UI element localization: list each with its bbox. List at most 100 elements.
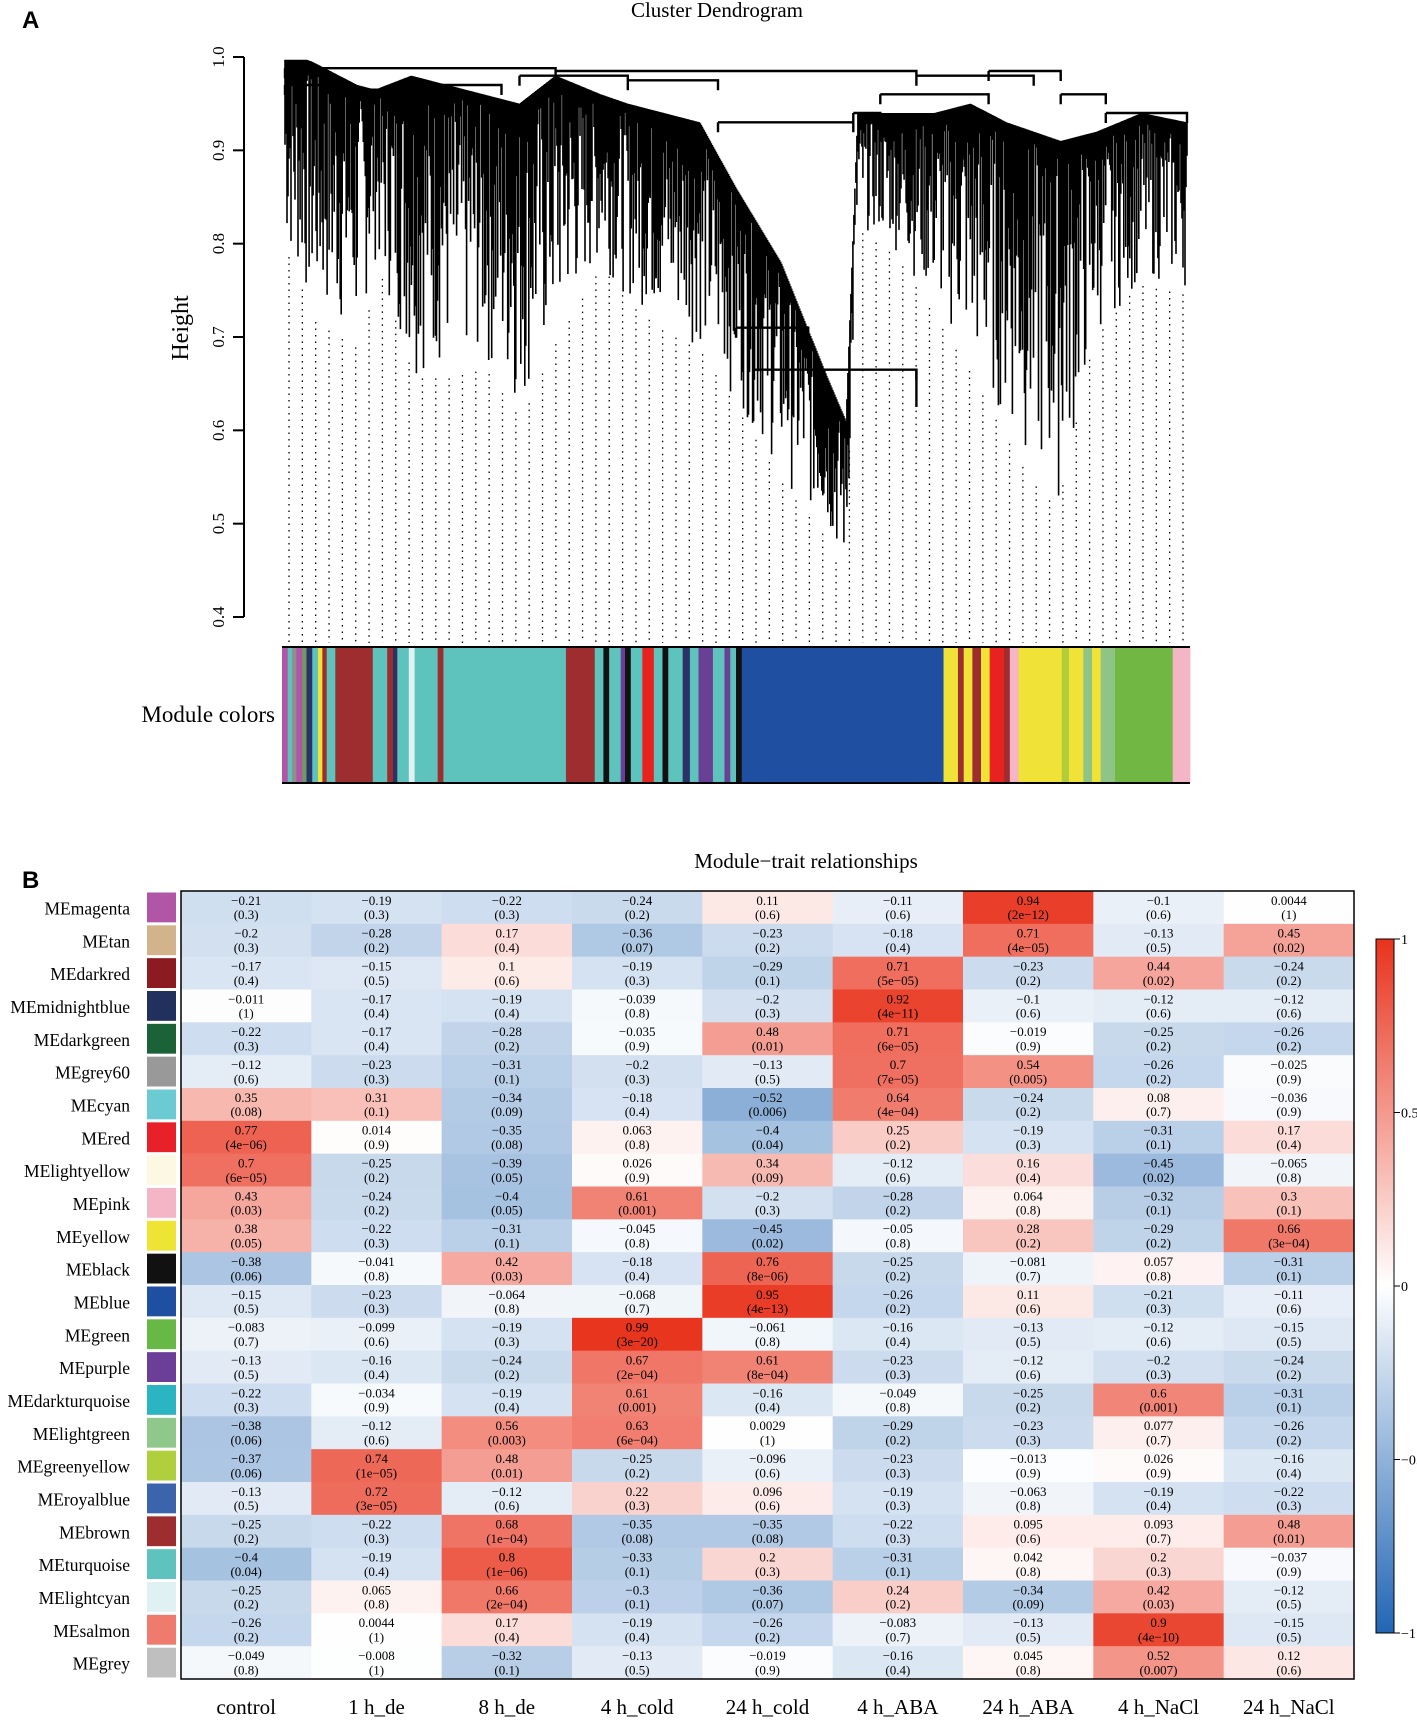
heatmap-cell-value: −0.32 (492, 1648, 522, 1663)
heatmap-cell-pvalue: (0.2) (234, 1597, 259, 1612)
heatmap-cell-value: −0.29 (1143, 1221, 1173, 1236)
heatmap-cell-pvalue: (0.6) (494, 973, 519, 988)
heatmap-cell-value: 0.92 (886, 991, 909, 1006)
module-color-band (335, 647, 374, 783)
heatmap-cell-pvalue: (0.6) (1016, 1531, 1041, 1546)
module-color-band (1004, 647, 1011, 783)
heatmap-cell-pvalue: (0.8) (885, 1400, 910, 1415)
heatmap-cell (311, 1613, 443, 1647)
heatmap-cell (572, 1055, 703, 1089)
heatmap-cell (441, 1646, 573, 1680)
heatmap-cell-value: −0.1 (1016, 991, 1040, 1006)
heatmap-cell-value: −0.24 (1274, 958, 1305, 973)
heatmap-cell (1223, 1219, 1355, 1253)
heatmap-cell-pvalue: (0.3) (755, 1203, 780, 1218)
module-color-band (1018, 647, 1063, 783)
heatmap-cell-pvalue: (0.6) (885, 1170, 910, 1185)
heatmap-cell-value: −0.15 (1274, 1320, 1304, 1335)
heatmap-cell-value: −0.18 (622, 1254, 652, 1269)
heatmap-cell (702, 1252, 834, 1286)
heatmap-module-swatch (147, 1253, 176, 1284)
heatmap-cell (1223, 1285, 1355, 1319)
heatmap-cell (1093, 1219, 1225, 1253)
heatmap-row-label: MEyellow (56, 1227, 130, 1247)
heatmap-cell (441, 1055, 573, 1089)
heatmap-cell-pvalue: (0.02) (1143, 973, 1174, 988)
heatmap-cell (572, 1186, 703, 1220)
heatmap-cell-value: 0.61 (756, 1352, 779, 1367)
heatmap-cell (963, 891, 1094, 925)
heatmap-cell-pvalue: (0.6) (364, 1433, 389, 1448)
heatmap-cell-value: −0.12 (1274, 991, 1304, 1006)
heatmap-cell-value: 0.48 (495, 1451, 518, 1466)
heatmap-cell (181, 1416, 312, 1450)
heatmap-cell-pvalue: (0.07) (621, 940, 652, 955)
heatmap-cell-value: 0.63 (626, 1418, 649, 1433)
heatmap-cell-value: 0.66 (1277, 1221, 1300, 1236)
heatmap-row-label: MElightgreen (33, 1424, 130, 1444)
heatmap-cell-value: 0.28 (1017, 1221, 1040, 1236)
heatmap-row-label: MEgrey60 (55, 1063, 130, 1083)
heatmap-cell-pvalue: (0.6) (1016, 1367, 1041, 1382)
heatmap-cell (963, 1646, 1094, 1680)
heatmap-cell-value: −0.31 (492, 1057, 522, 1072)
heatmap-row-label: MEdarkred (50, 964, 130, 984)
heatmap-cell-pvalue: (0.2) (364, 1203, 389, 1218)
heatmap-cell-value: 0.08 (1147, 1090, 1170, 1105)
heatmap-cell-pvalue: (0.8) (494, 1301, 519, 1316)
heatmap-cell-value: −0.23 (361, 1057, 391, 1072)
heatmap-cell (963, 1088, 1094, 1122)
heatmap-cell-value: 0.42 (1147, 1582, 1170, 1597)
heatmap-cell (1093, 1514, 1225, 1549)
heatmap-module-swatch (147, 1352, 176, 1382)
module-color-band (625, 647, 632, 783)
module-color-band (287, 647, 293, 783)
heatmap-cell (311, 1285, 443, 1319)
heatmap-cell-pvalue: (0.3) (364, 1531, 389, 1546)
heatmap-module-swatch (147, 1319, 176, 1350)
heatmap-cell-value: −0.28 (492, 1024, 522, 1039)
heatmap-cell-value: −0.045 (619, 1221, 656, 1236)
heatmap-cell-pvalue: (0.9) (625, 1170, 650, 1185)
heatmap-cell-value: 0.24 (886, 1582, 909, 1597)
heatmap-cell-value: 0.065 (362, 1582, 391, 1597)
heatmap-cell-value: −0.025 (1271, 1057, 1308, 1072)
heatmap-cell-pvalue: (0.8) (625, 1236, 650, 1251)
heatmap-cell (311, 1449, 443, 1483)
heatmap-cell-value: −0.13 (1013, 1615, 1043, 1630)
heatmap-cell-value: −0.041 (358, 1254, 395, 1269)
heatmap-cell-pvalue: (0.5) (1016, 1630, 1041, 1645)
heatmap-column-label: 1 h_de (348, 1695, 405, 1719)
heatmap-cell (832, 1088, 964, 1122)
heatmap-cell-value: −0.2 (756, 1188, 780, 1203)
heatmap-cell-pvalue: (0.4) (885, 1334, 910, 1349)
heatmap-cell-value: −0.11 (883, 893, 913, 908)
heatmap-cell-value: 0.17 (495, 1615, 518, 1630)
heatmap-cell (181, 1022, 312, 1056)
heatmap-cell-value: −0.19 (883, 1484, 913, 1499)
heatmap-cell (1093, 1547, 1225, 1581)
heatmap-cell (181, 1350, 312, 1384)
module-color-band (397, 647, 410, 783)
colorbar-tick-label: −0.5 (1401, 1454, 1417, 1469)
heatmap-cell (1223, 923, 1355, 958)
heatmap-cell-value: −0.065 (1271, 1155, 1308, 1170)
heatmap-cell-value: −0.2 (756, 991, 780, 1006)
heatmap-cell (832, 1580, 964, 1614)
heatmap-cell-pvalue: (0.8) (364, 1597, 389, 1612)
heatmap-cell (1223, 891, 1355, 925)
heatmap-cell-pvalue: (0.005) (1009, 1071, 1047, 1086)
heatmap-module-swatch (147, 1385, 176, 1415)
panel-b-label: B (22, 867, 39, 894)
heatmap-cell-pvalue: (0.7) (885, 1630, 910, 1645)
heatmap-cell-value: 0.94 (1017, 893, 1040, 908)
heatmap-cell-pvalue: (0.4) (755, 1400, 780, 1415)
heatmap-module-swatch (147, 1188, 176, 1218)
heatmap-cell-pvalue: (0.007) (1140, 1662, 1178, 1677)
heatmap-cell-pvalue: (0.3) (625, 973, 650, 988)
heatmap-cell (572, 989, 703, 1023)
heatmap-cell-pvalue: (1) (369, 1662, 384, 1677)
heatmap-cell (702, 1383, 834, 1417)
heatmap-cell-pvalue: (0.1) (494, 1236, 519, 1251)
heatmap-cell-pvalue: (0.4) (364, 1564, 389, 1579)
